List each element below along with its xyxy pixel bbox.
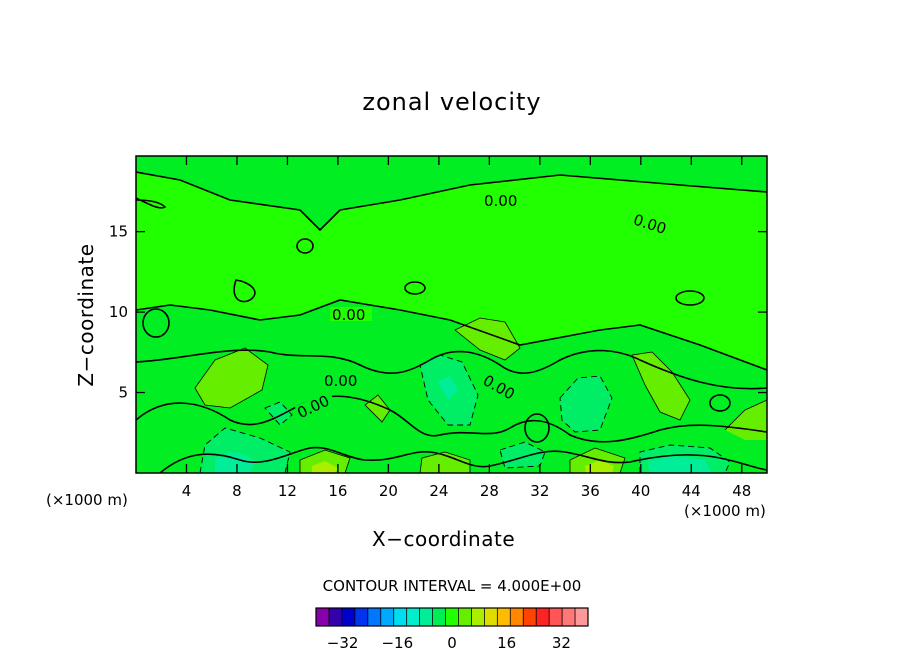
contour-fill-lobe [585,460,614,473]
y-tick-label: 5 [118,384,128,402]
colorbar-tick-label: 32 [552,634,571,652]
colorbar-swatch [549,608,563,626]
y-tick-label: 15 [109,223,128,241]
contour-line-closed [709,394,731,412]
contour-label: 0.00 [332,306,365,324]
y-tick-label: 10 [109,303,128,321]
contour-line-positive [724,399,767,431]
contour-line-closed [233,279,256,303]
x-tick-label: 28 [480,482,499,500]
colorbar-tick-label: −32 [327,634,359,652]
contour-label: 0.00 [324,372,357,390]
contour-line-positive [419,451,471,473]
colorbar-swatch [575,608,589,626]
colorbar-swatch [393,608,408,626]
colorbar-swatch [432,608,446,626]
contour-line-positive [631,351,691,421]
contour-line-closed [136,197,167,209]
colorbar: −32 −16 0 16 32 [315,607,589,652]
x-tick-label: 24 [429,482,448,500]
colorbar-tick-label: 16 [497,634,516,652]
x-tick-label: 48 [732,482,751,500]
contour-fill-lobe [632,352,690,420]
colorbar-swatch [497,608,511,626]
contour-line-thin-layer [194,317,767,473]
x-tick-label: 12 [278,482,297,500]
colorbar-frame [315,607,589,627]
colorbar-swatch [341,608,356,626]
contour-line-positive [569,447,626,473]
contour-line-negative [264,401,293,426]
colorbar-tick-label: −16 [381,634,413,652]
contour-line-negative [419,354,479,426]
contour-line-negative-layer [199,354,731,473]
x-tick-label: 44 [682,482,701,500]
chart-title: zonal velocity [362,88,542,116]
colorbar-swatch [536,608,550,626]
x-axis-ticks: 4 8 12 16 20 24 28 32 36 40 44 48 [182,156,751,500]
colorbar-swatch [458,608,472,626]
colorbar-swatch [419,608,433,626]
colorbar-swatch [484,608,498,626]
x-tick-label: 16 [328,482,347,500]
colorbar-swatch [380,608,395,626]
contour-line-zero [159,446,767,473]
contour-line-negative [639,444,731,473]
x-axis-label: X−coordinate [372,527,516,551]
colorbar-swatch [328,608,343,626]
contour-fill-lobe [455,318,520,360]
plot-frame [135,155,768,474]
contour-line-closed [296,238,314,254]
contour-fill-lobe [420,452,470,473]
contour-line-zero [136,171,767,232]
contour-line-closed [524,413,550,443]
contour-line-zero [136,395,767,443]
contour-fill-top-band [136,156,767,230]
contour-line-positive [194,347,269,409]
colorbar-swatch [523,608,537,626]
contour-line-negative [199,427,291,473]
colorbar-swatch [445,608,459,626]
contour-line-negative [559,375,613,433]
contour-line-positive [299,449,351,473]
colorbar-swatch [316,608,330,626]
colorbar-swatch [367,608,382,626]
contour-fill-lobe [215,452,255,473]
colorbar-swatch [562,608,576,626]
x-tick-label: 36 [581,482,600,500]
x-tick-label: 32 [530,482,549,500]
contour-line-positive [364,394,391,423]
colorbar-swatch [406,608,421,626]
colorbar-swatch [354,608,369,626]
x-tick-label: 4 [182,482,192,500]
contour-fill-lobe [312,461,338,473]
contour-fill-lobe [560,376,612,432]
y-axis-ticks: 5 10 15 [109,223,767,402]
contour-fill-lobe [438,376,458,400]
contour-fill-lobe [500,442,545,468]
colorbar-swatch [510,608,524,626]
contour-line-positive [454,317,521,361]
x-axis-unit-right: (×1000 m) [684,502,766,520]
contour-line-zero [136,349,767,390]
x-axis-unit-left: (×1000 m) [46,491,128,509]
contour-line-layer [136,171,767,473]
x-tick-label: 8 [232,482,242,500]
colorbar-tick-label: 0 [447,634,457,652]
contour-line-closed [142,308,170,338]
contour-fill-lobe [648,456,712,473]
y-axis-label: Z−coordinate [74,243,98,387]
contour-line-zero [136,299,767,371]
x-tick-label: 40 [631,482,650,500]
colorbar-swatch [471,608,485,626]
contour-fill-layer [136,156,767,473]
contour-label: 0.00 [484,192,517,210]
contour-line-closed [675,290,705,306]
contour-interval-label: CONTOUR INTERVAL = 4.000E+00 [322,577,582,595]
contour-line-closed [404,281,426,295]
x-tick-label: 20 [379,482,398,500]
contour-line-negative [499,441,546,469]
